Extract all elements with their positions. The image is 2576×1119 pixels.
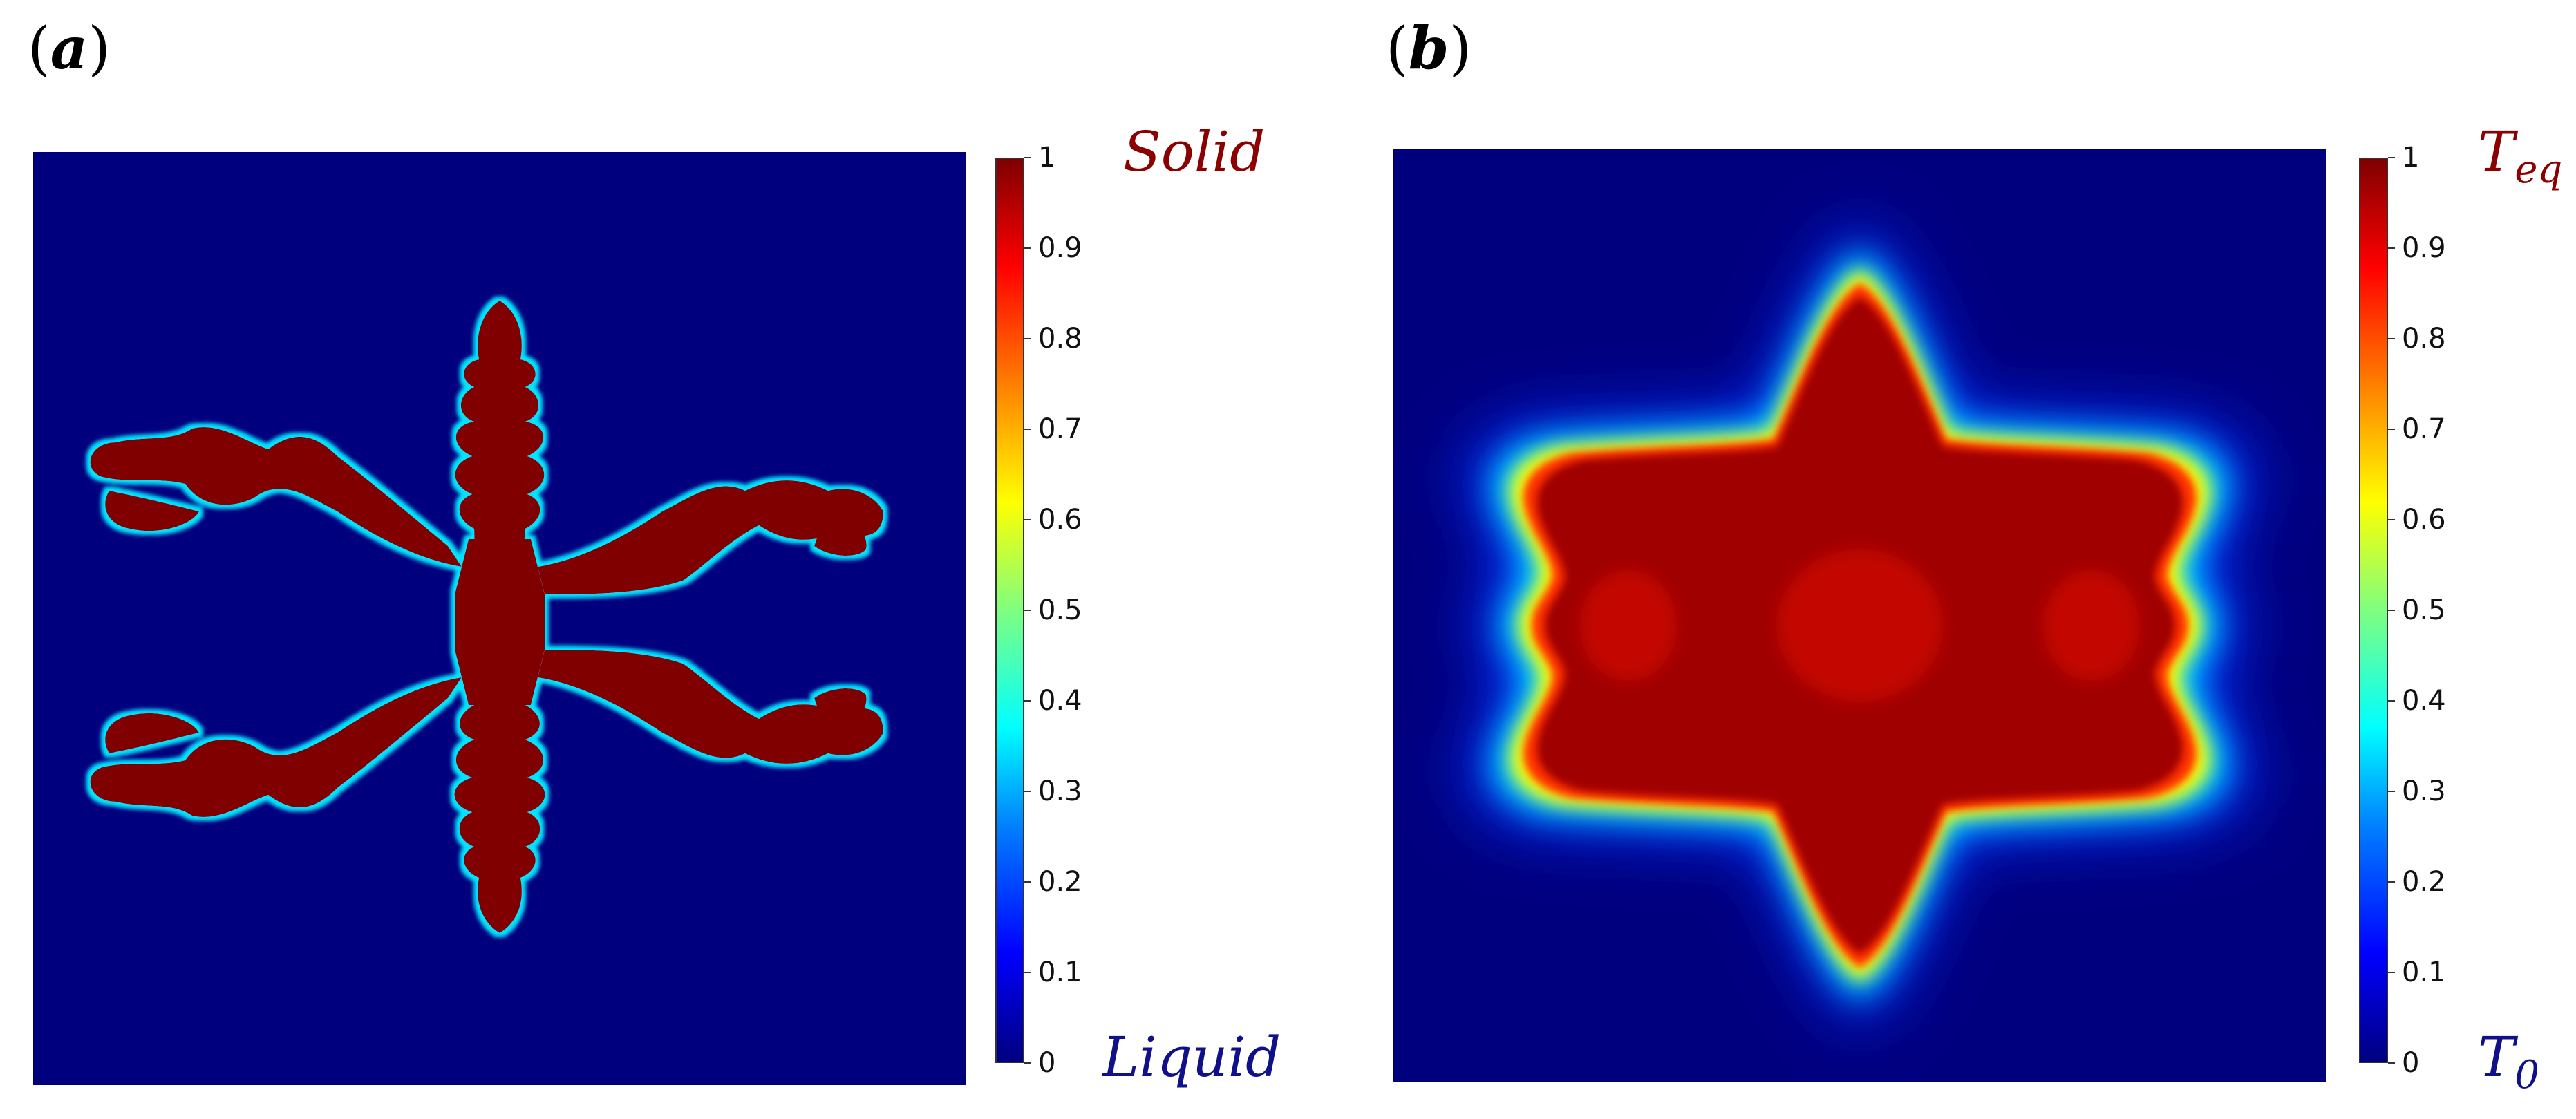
colorbar-tick-label: 0.1	[1038, 957, 1082, 988]
colorbar-tick-label: 0.2	[2402, 866, 2446, 898]
colorbar-bottom-label-a: Liquid	[1102, 1025, 1281, 1089]
temperature-field-svg	[1393, 149, 2326, 1082]
panel-label-a: (a)	[28, 14, 111, 82]
colorbar-tick-label: 0.8	[1038, 323, 1082, 355]
colorbar-a	[995, 158, 1024, 1063]
phase-field-svg	[33, 152, 966, 1085]
colorbar-bottom-label-b: T0	[2478, 1025, 2539, 1098]
colorbar-tick-mark	[1024, 791, 1031, 792]
colorbar-top-label-b: Teq	[2478, 120, 2563, 192]
colorbar-tick-mark	[1024, 1062, 1031, 1064]
colorbar-tick-label: 0.8	[2402, 323, 2446, 355]
colorbar-tick-mark	[1024, 700, 1031, 702]
colorbar-b	[2359, 158, 2388, 1063]
colorbar-tick-mark	[2388, 338, 2395, 339]
colorbar-tick-label: 0.7	[2402, 413, 2446, 445]
colorbar-tick-label: 0.1	[2402, 957, 2446, 988]
colorbar-tick-label: 1	[2402, 142, 2420, 173]
colorbar-tick-mark	[2388, 429, 2395, 430]
colorbar-tick-mark	[2388, 972, 2395, 973]
colorbar-tick-label: 1	[1038, 142, 1056, 173]
colorbar-tick-label: 0.5	[1038, 594, 1082, 626]
colorbar-tick-mark	[2388, 1062, 2395, 1064]
colorbar-tick-label: 0.4	[2402, 685, 2446, 717]
colorbar-tick-mark	[2388, 157, 2395, 158]
colorbar-tick-mark	[1024, 157, 1031, 158]
colorbar-tick-label: 0.3	[1038, 775, 1082, 807]
colorbar-tick-mark	[2388, 881, 2395, 883]
colorbar-tick-label: 0.7	[1038, 413, 1082, 445]
colorbar-tick-label: 0.2	[1038, 866, 1082, 898]
colorbar-tick-mark	[2388, 519, 2395, 520]
colorbar-tick-mark	[1024, 881, 1031, 883]
colorbar-tick-label: 0.6	[1038, 504, 1082, 536]
colorbar-tick-mark	[1024, 429, 1031, 430]
colorbar-tick-label: 0	[1038, 1047, 1056, 1079]
colorbar-tick-mark	[1024, 610, 1031, 611]
colorbar-tick-label: 0.6	[2402, 504, 2446, 536]
colorbar-tick-mark	[1024, 972, 1031, 973]
colorbar-tick-label: 0.9	[2402, 232, 2446, 264]
colorbar-tick-label: 0.5	[2402, 594, 2446, 626]
colorbar-tick-mark	[1024, 519, 1031, 520]
colorbar-tick-mark	[2388, 791, 2395, 792]
phase-field-image	[33, 152, 966, 1085]
colorbar-tick-label: 0.4	[1038, 685, 1082, 717]
colorbar-tick-label: 0.9	[1038, 232, 1082, 264]
colorbar-tick-mark	[1024, 247, 1031, 249]
colorbar-tick-mark	[2388, 700, 2395, 702]
hot-spots	[1580, 549, 2140, 702]
colorbar-tick-label: 0.3	[2402, 775, 2446, 807]
colorbar-tick-mark	[2388, 610, 2395, 611]
colorbar-tick-mark	[1024, 338, 1031, 339]
colorbar-top-label-a: Solid	[1123, 120, 1266, 184]
colorbar-tick-mark	[2388, 247, 2395, 249]
colorbar-tick-label: 0	[2402, 1047, 2420, 1079]
temperature-field-image	[1393, 149, 2326, 1082]
dendrite	[90, 301, 883, 933]
panel-label-b: (b)	[1386, 14, 1472, 82]
